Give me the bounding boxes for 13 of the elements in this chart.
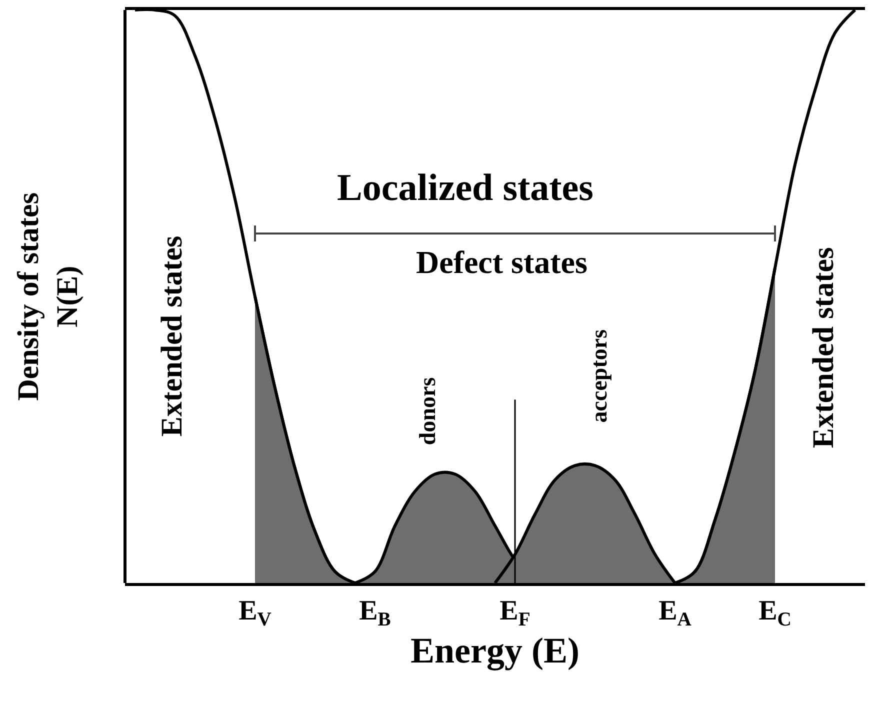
x-tick-label: E$_{F}$ bbox=[500, 596, 530, 630]
x-tick-label: E$_{V}$ bbox=[238, 596, 272, 630]
annotation: Localized states bbox=[337, 167, 594, 209]
x-tick-label: E$_{A}$ bbox=[658, 596, 692, 630]
x-tick-label: E$_{C}$ bbox=[758, 596, 792, 630]
annotation: Defect states bbox=[416, 244, 588, 280]
y-axis-title: Density of states N(E) bbox=[12, 192, 84, 401]
annotation: Extended states bbox=[155, 236, 188, 437]
annotation: Extended states bbox=[806, 247, 840, 448]
x-tick-label: E$_{B}$ bbox=[359, 596, 391, 630]
annotation: donors bbox=[414, 377, 440, 446]
x-axis-title: Energy (E) bbox=[410, 630, 580, 670]
annotation: acceptors bbox=[586, 329, 612, 423]
